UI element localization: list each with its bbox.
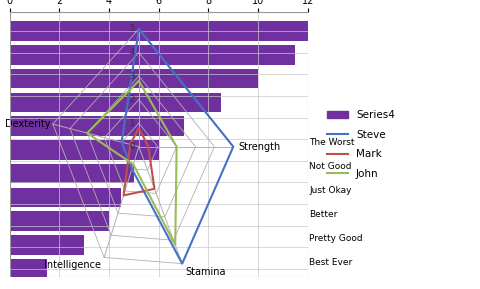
Text: Pretty Good: Pretty Good	[309, 234, 362, 243]
Bar	[10, 212, 109, 231]
Text: Best Ever: Best Ever	[309, 258, 352, 267]
Legend: Series4, Steve, Mark, John: Series4, Steve, Mark, John	[322, 106, 398, 183]
Bar	[10, 45, 295, 65]
Text: 2: 2	[129, 95, 134, 104]
Text: 3: 3	[129, 72, 134, 81]
Bar	[10, 93, 220, 112]
Text: Not Good: Not Good	[309, 162, 351, 171]
Text: 4: 4	[129, 48, 134, 57]
Bar	[10, 140, 158, 160]
Text: The Worst: The Worst	[309, 138, 354, 147]
Text: Dexterity: Dexterity	[5, 119, 50, 129]
Text: Strength: Strength	[238, 142, 280, 152]
Bar	[10, 188, 121, 207]
Bar	[10, 259, 47, 279]
Bar	[10, 21, 307, 41]
Text: Intelligence: Intelligence	[44, 260, 101, 270]
Text: 0: 0	[129, 142, 134, 151]
Bar	[10, 235, 84, 255]
Bar	[10, 164, 133, 184]
Text: Better: Better	[309, 210, 337, 219]
Bar	[10, 69, 258, 88]
Text: Just Okay: Just Okay	[309, 186, 351, 195]
Text: 5: 5	[129, 25, 134, 34]
Text: 1: 1	[129, 119, 134, 128]
Text: Stamina: Stamina	[184, 266, 225, 277]
Bar	[10, 116, 183, 136]
